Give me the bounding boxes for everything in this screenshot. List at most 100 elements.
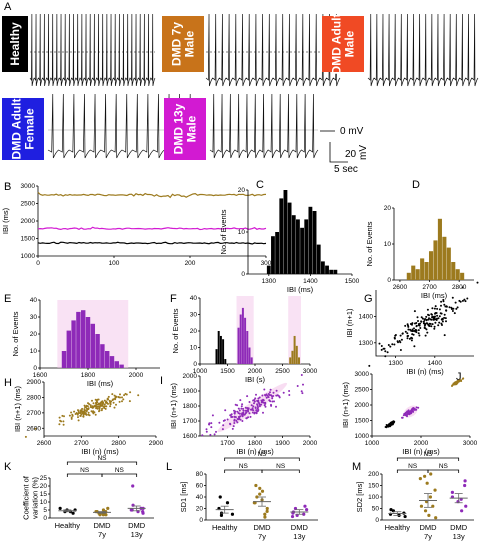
data-point bbox=[71, 511, 75, 515]
data-point bbox=[218, 495, 222, 499]
data-point bbox=[260, 401, 263, 404]
y-tick-label: 40 bbox=[196, 494, 204, 501]
data-point bbox=[436, 317, 438, 320]
bar bbox=[104, 351, 110, 368]
data-point bbox=[211, 414, 214, 417]
y-tick-label: 20 bbox=[190, 328, 198, 335]
y-tick-label: 0 bbox=[387, 277, 391, 284]
y-axis-label: No. of Events bbox=[365, 221, 374, 266]
bar bbox=[415, 269, 420, 280]
data-point bbox=[406, 337, 409, 340]
data-point bbox=[385, 426, 388, 429]
data-point bbox=[416, 316, 419, 319]
data-point bbox=[415, 406, 418, 409]
data-point bbox=[234, 410, 237, 413]
x-axis-label: IBI (ms) bbox=[287, 285, 314, 294]
data-point bbox=[426, 322, 429, 325]
ns-label: NS bbox=[408, 463, 418, 470]
bar bbox=[289, 357, 292, 364]
data-point bbox=[463, 298, 466, 301]
category-label-line: DMD bbox=[93, 521, 111, 530]
data-point bbox=[257, 397, 260, 400]
y-tick-label: 1900 bbox=[183, 388, 198, 395]
bar bbox=[293, 335, 296, 364]
data-point bbox=[407, 334, 410, 337]
bar bbox=[246, 331, 249, 364]
data-point bbox=[222, 424, 225, 427]
data-point bbox=[101, 402, 104, 405]
data-point bbox=[58, 506, 62, 510]
data-point bbox=[399, 334, 402, 337]
y-tick-label: 60 bbox=[196, 483, 204, 490]
data-point bbox=[257, 401, 260, 404]
x-tick-label: 100 bbox=[109, 260, 120, 267]
data-point bbox=[262, 398, 264, 401]
y-tick-label: 200 bbox=[368, 471, 379, 478]
data-point bbox=[441, 320, 444, 323]
x-tick-label: 1400 bbox=[428, 360, 443, 367]
panel-e: E 0 10 20 30 40 1600 1800 2000 IBI (ms) No. of Eve… bbox=[4, 293, 160, 388]
x-tick-label: 3000 bbox=[463, 440, 478, 447]
ns-bracket bbox=[396, 457, 460, 461]
data-point bbox=[254, 397, 257, 400]
scale-time-label: 5 sec bbox=[334, 164, 358, 175]
data-point bbox=[109, 402, 112, 405]
y-axis-label-line: variation (%) bbox=[31, 476, 40, 519]
data-point bbox=[445, 320, 447, 323]
data-point bbox=[435, 312, 438, 314]
data-point bbox=[210, 426, 213, 429]
panel-b: B 1000 1500 2000 2500 3000 0 100 200 300 IBI (ms) bbox=[1, 181, 272, 267]
data-point bbox=[421, 317, 424, 320]
data-point bbox=[425, 481, 429, 485]
category-label-line: Healthy bbox=[385, 523, 411, 532]
ns-bracket bbox=[261, 469, 300, 473]
trace-label-box bbox=[2, 98, 44, 160]
y-tick-label: 20 bbox=[40, 483, 48, 490]
data-point bbox=[452, 383, 455, 386]
data-point bbox=[233, 415, 236, 418]
data-point bbox=[461, 299, 464, 302]
data-point bbox=[205, 430, 208, 433]
data-point bbox=[404, 412, 407, 415]
bar bbox=[239, 314, 242, 364]
y-tick-label: 20 bbox=[238, 187, 246, 194]
data-point bbox=[238, 409, 241, 412]
y-tick-label: 40 bbox=[30, 297, 38, 304]
series-line-1 bbox=[37, 226, 267, 231]
data-point bbox=[418, 334, 421, 337]
data-point bbox=[98, 407, 101, 410]
data-point bbox=[103, 405, 106, 408]
data-point bbox=[230, 413, 233, 416]
data-point bbox=[399, 341, 402, 344]
data-point bbox=[258, 486, 262, 490]
data-point bbox=[91, 399, 93, 402]
data-point bbox=[264, 402, 267, 405]
data-point bbox=[241, 412, 244, 415]
data-point bbox=[380, 348, 383, 351]
data-point bbox=[302, 512, 306, 516]
data-point bbox=[98, 513, 102, 517]
data-point bbox=[422, 322, 425, 325]
data-point bbox=[100, 401, 103, 404]
bar bbox=[433, 240, 438, 280]
bar bbox=[76, 311, 81, 368]
data-point bbox=[413, 327, 415, 330]
ns-label: NS bbox=[80, 467, 90, 474]
data-point bbox=[223, 419, 226, 422]
data-point bbox=[406, 323, 409, 326]
x-axis-label: IBI (n) (ms) bbox=[406, 367, 444, 376]
data-point bbox=[434, 315, 436, 318]
data-point bbox=[264, 405, 267, 408]
trace-label-box bbox=[2, 16, 28, 72]
data-point bbox=[250, 408, 253, 411]
data-point bbox=[256, 407, 259, 410]
data-point bbox=[254, 483, 258, 488]
data-point bbox=[95, 403, 98, 406]
data-point bbox=[101, 407, 104, 410]
data-point bbox=[89, 404, 92, 407]
data-point bbox=[248, 412, 251, 415]
data-point bbox=[98, 402, 101, 405]
y-axis-label: SD2 [ms] bbox=[355, 482, 364, 513]
